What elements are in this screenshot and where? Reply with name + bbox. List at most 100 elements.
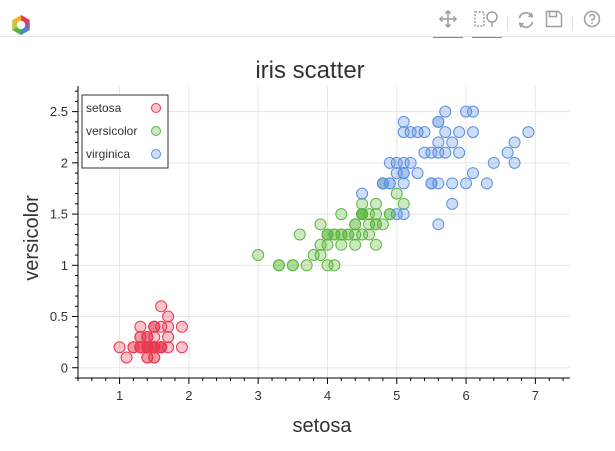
data-point-setosa[interactable] [127,341,140,354]
data-point-setosa[interactable] [155,320,168,333]
data-point-versicolor[interactable] [328,259,341,272]
data-point-setosa[interactable] [155,300,168,313]
data-point-versicolor[interactable] [356,197,369,210]
data-point-virginica[interactable] [466,126,479,139]
data-point-versicolor[interactable] [314,238,327,251]
data-point-virginica[interactable] [453,146,466,159]
data-point-virginica[interactable] [390,208,403,221]
data-point-versicolor[interactable] [314,218,327,231]
data-point-virginica[interactable] [480,177,493,190]
data-point-virginica[interactable] [376,177,389,190]
data-point-versicolor[interactable] [293,228,306,241]
data-point-versicolor[interactable] [369,197,382,210]
data-point-virginica[interactable] [397,177,410,190]
data-point-virginica[interactable] [397,156,410,169]
data-point-setosa[interactable] [148,341,161,354]
data-point-virginica[interactable] [383,156,396,169]
data-point-versicolor[interactable] [335,238,348,251]
data-point-setosa[interactable] [162,331,175,344]
data-point-versicolor[interactable] [363,208,376,221]
data-point-virginica[interactable] [432,146,445,159]
data-point-virginica[interactable] [411,126,424,139]
data-point-virginica[interactable] [397,167,410,180]
data-point-virginica[interactable] [432,218,445,231]
data-point-virginica[interactable] [446,197,459,210]
data-point-virginica[interactable] [425,146,438,159]
data-point-virginica[interactable] [418,146,431,159]
data-point-versicolor[interactable] [349,228,362,241]
data-point-virginica[interactable] [439,146,452,159]
data-point-versicolor[interactable] [376,218,389,231]
data-point-virginica[interactable] [397,208,410,221]
data-point-setosa[interactable] [141,331,154,344]
help-tool-button[interactable] [580,10,604,38]
data-point-versicolor[interactable] [342,228,355,241]
data-point-setosa[interactable] [148,331,161,344]
data-point-virginica[interactable] [425,177,438,190]
data-point-virginica[interactable] [446,136,459,149]
data-point-versicolor[interactable] [335,208,348,221]
data-point-virginica[interactable] [460,105,473,118]
data-point-setosa[interactable] [155,341,168,354]
pan-tool-button[interactable] [433,10,463,38]
data-point-virginica[interactable] [466,167,479,180]
data-point-versicolor[interactable] [321,259,334,272]
data-point-versicolor[interactable] [363,218,376,231]
data-point-versicolor[interactable] [272,259,285,272]
data-point-setosa[interactable] [162,310,175,323]
data-point-versicolor[interactable] [252,249,265,262]
data-point-virginica[interactable] [453,126,466,139]
data-point-versicolor[interactable] [314,249,327,262]
data-point-setosa[interactable] [148,351,161,364]
data-point-virginica[interactable] [411,167,424,180]
data-point-versicolor[interactable] [286,259,299,272]
data-point-setosa[interactable] [113,341,126,354]
data-point-virginica[interactable] [460,177,473,190]
data-point-setosa[interactable] [162,320,175,333]
data-point-virginica[interactable] [356,187,369,200]
data-point-versicolor[interactable] [363,228,376,241]
data-point-versicolor[interactable] [321,228,334,241]
box-zoom-tool-button[interactable] [472,10,502,38]
data-point-virginica[interactable] [439,105,452,118]
data-point-virginica[interactable] [522,126,535,139]
data-point-setosa[interactable] [175,341,188,354]
data-point-virginica[interactable] [390,156,403,169]
data-point-virginica[interactable] [439,126,452,139]
data-point-virginica[interactable] [501,146,514,159]
data-point-setosa[interactable] [120,351,133,364]
data-point-setosa[interactable] [175,320,188,333]
data-point-setosa[interactable] [162,341,175,354]
data-point-virginica[interactable] [383,177,396,190]
data-point-versicolor[interactable] [369,218,382,231]
data-point-setosa[interactable] [134,341,147,354]
reset-tool-button[interactable] [513,10,539,38]
data-point-virginica[interactable] [397,115,410,128]
data-point-virginica[interactable] [404,126,417,139]
data-point-virginica[interactable] [487,156,500,169]
data-point-virginica[interactable] [432,136,445,149]
data-point-versicolor[interactable] [383,208,396,221]
data-point-versicolor[interactable] [335,228,348,241]
data-point-virginica[interactable] [397,126,410,139]
data-point-virginica[interactable] [404,156,417,169]
data-point-versicolor[interactable] [328,228,341,241]
data-point-virginica[interactable] [446,177,459,190]
data-point-virginica[interactable] [508,156,521,169]
data-point-versicolor[interactable] [300,259,313,272]
data-point-setosa[interactable] [134,320,147,333]
save-tool-button[interactable] [543,10,565,38]
data-point-versicolor[interactable] [349,238,362,251]
data-point-virginica[interactable] [432,115,445,128]
data-point-virginica[interactable] [508,136,521,149]
data-point-virginica[interactable] [466,105,479,118]
data-point-versicolor[interactable] [356,208,369,221]
data-point-virginica[interactable] [432,177,445,190]
data-point-versicolor[interactable] [307,249,320,262]
data-point-versicolor[interactable] [349,218,362,231]
data-point-setosa[interactable] [148,320,161,333]
data-point-versicolor[interactable] [390,187,403,200]
data-point-setosa[interactable] [134,331,147,344]
data-point-versicolor[interactable] [397,197,410,210]
data-point-versicolor[interactable] [356,228,369,241]
